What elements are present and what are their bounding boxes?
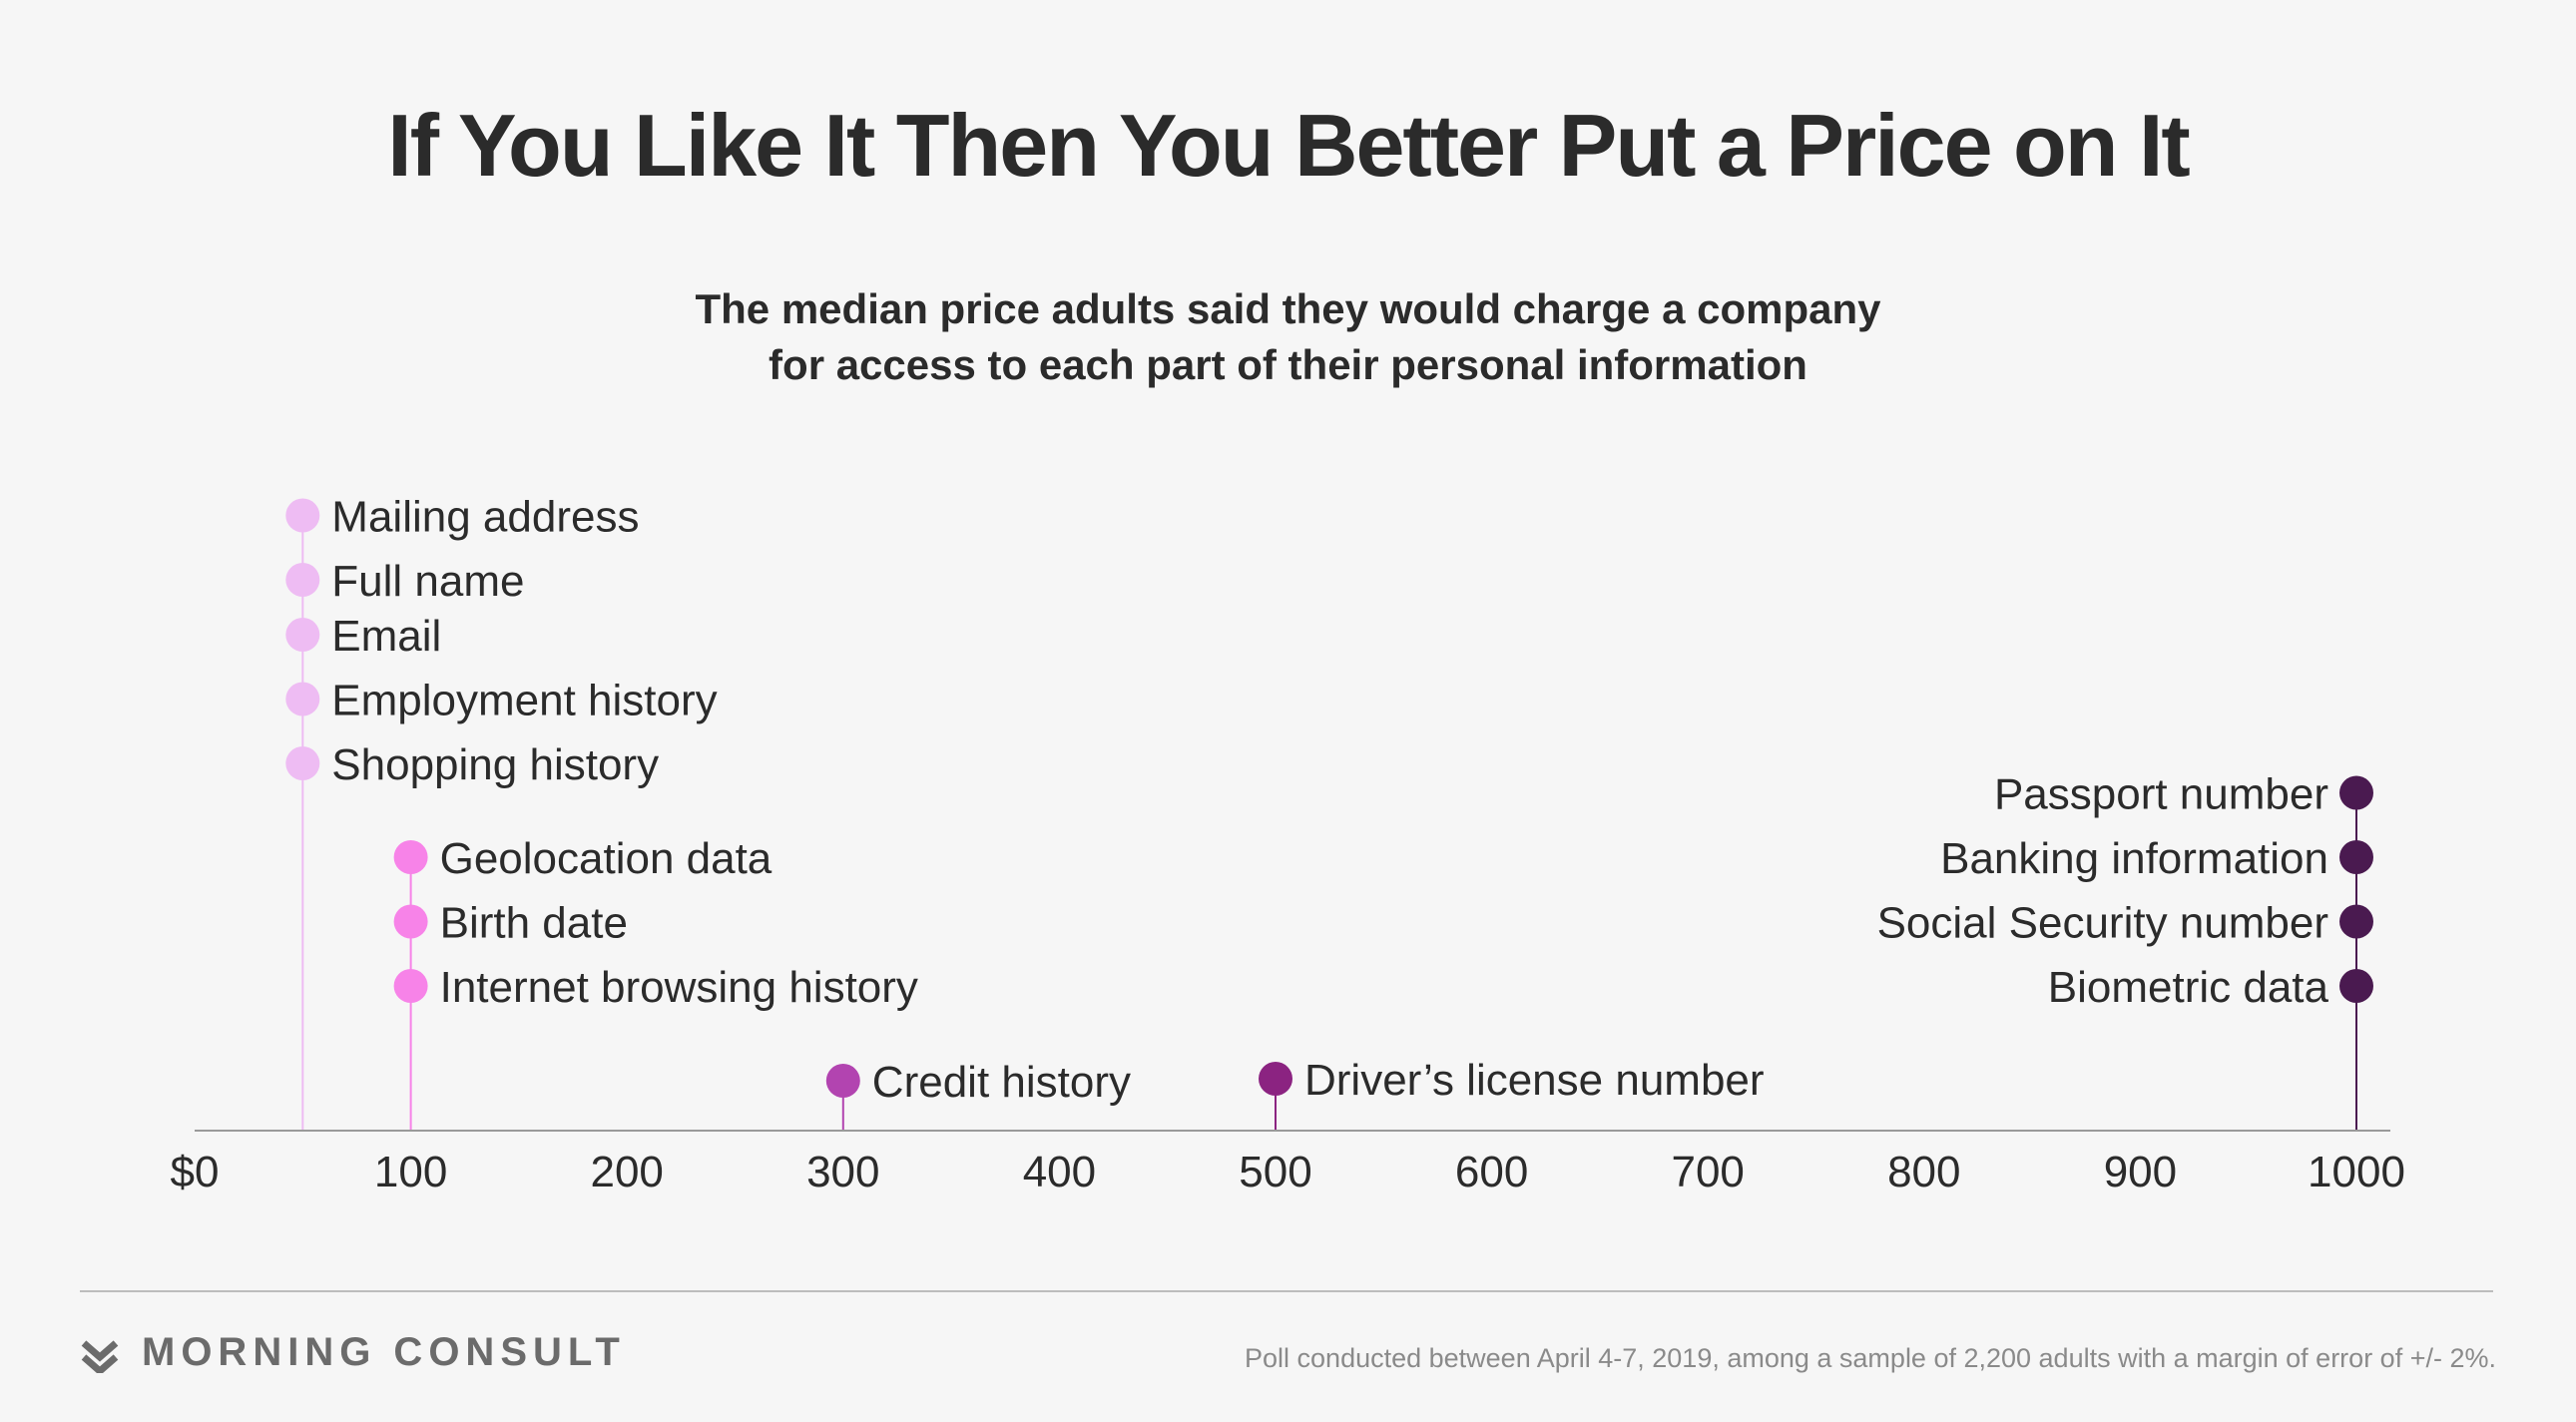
- x-tick-label: 700: [1671, 1148, 1744, 1196]
- x-tick-label: 1000: [2308, 1148, 2405, 1196]
- label-shopping-history: Shopping history: [331, 740, 659, 789]
- label-full-name: Full name: [331, 557, 524, 606]
- label-banking-information: Banking information: [1940, 834, 2328, 883]
- label-geolocation-data: Geolocation data: [440, 834, 773, 883]
- morning-consult-chevron-icon: [81, 1339, 119, 1373]
- dot-full-name: [285, 563, 320, 597]
- label-social-security-number: Social Security number: [1877, 899, 2328, 948]
- dot-credit-history: [825, 1064, 860, 1098]
- dot-plot: $0 100 200 300 400 500 600 700 800 900 1000 Mailin…: [171, 493, 2405, 1197]
- label-birth-date: Birth date: [440, 899, 628, 948]
- brand: MORNING CONSULT: [80, 1330, 626, 1375]
- dot-banking-information: [2339, 840, 2373, 874]
- label-credit-history: Credit history: [872, 1058, 1131, 1107]
- label-internet-browsing-history: Internet browsing history: [440, 963, 918, 1012]
- dot-social-security-number: [2339, 904, 2373, 939]
- data-points: [285, 498, 2373, 1098]
- dot-shopping-history: [285, 746, 320, 780]
- dot-internet-browsing-history: [393, 969, 428, 1003]
- x-tick-label: 100: [374, 1148, 447, 1196]
- subtitle-line-2: for access to each part of their persona…: [769, 341, 1807, 388]
- x-tick-label: $0: [171, 1148, 220, 1196]
- data-labels: Mailing address Full name Email Employment …: [331, 493, 2328, 1108]
- x-tick-label: 300: [806, 1148, 879, 1196]
- label-biometric-data: Biometric data: [2048, 963, 2329, 1012]
- x-axis-ticks: $0 100 200 300 400 500 600 700 800 900 1000: [171, 1148, 2405, 1196]
- dot-birth-date: [393, 904, 428, 939]
- subtitle-line-1: The median price adults said they would …: [695, 285, 1881, 332]
- dot-biometric-data: [2339, 969, 2373, 1003]
- dot-employment-history: [285, 682, 320, 716]
- chart-title: If You Like It Then You Better Put a Pri…: [387, 96, 2190, 195]
- dot-geolocation-data: [393, 840, 428, 874]
- dot-passport-number: [2339, 775, 2373, 810]
- x-tick-label: 800: [1887, 1148, 1960, 1196]
- footer-divider: [80, 1290, 2493, 1292]
- dot-driver-s-license-number: [1259, 1062, 1292, 1096]
- label-employment-history: Employment history: [331, 677, 717, 725]
- x-tick-label: 500: [1239, 1148, 1311, 1196]
- label-email: Email: [331, 612, 441, 661]
- label-driver-s-license-number: Driver’s license number: [1304, 1056, 1765, 1105]
- label-mailing-address: Mailing address: [331, 493, 639, 542]
- dot-mailing-address: [285, 498, 320, 533]
- x-tick-label: 600: [1455, 1148, 1528, 1196]
- x-tick-label: 400: [1023, 1148, 1096, 1196]
- dot-email: [285, 618, 320, 652]
- stem-lines: [301, 515, 2357, 1131]
- x-tick-label: 900: [2104, 1148, 2177, 1196]
- chart-subtitle: The median price adults said they would …: [0, 281, 2576, 393]
- x-tick-label: 200: [590, 1148, 663, 1196]
- label-passport-number: Passport number: [1994, 770, 2328, 819]
- source-note: Poll conducted between April 4-7, 2019, …: [1245, 1343, 2496, 1373]
- brand-name: MORNING CONSULT: [142, 1330, 626, 1374]
